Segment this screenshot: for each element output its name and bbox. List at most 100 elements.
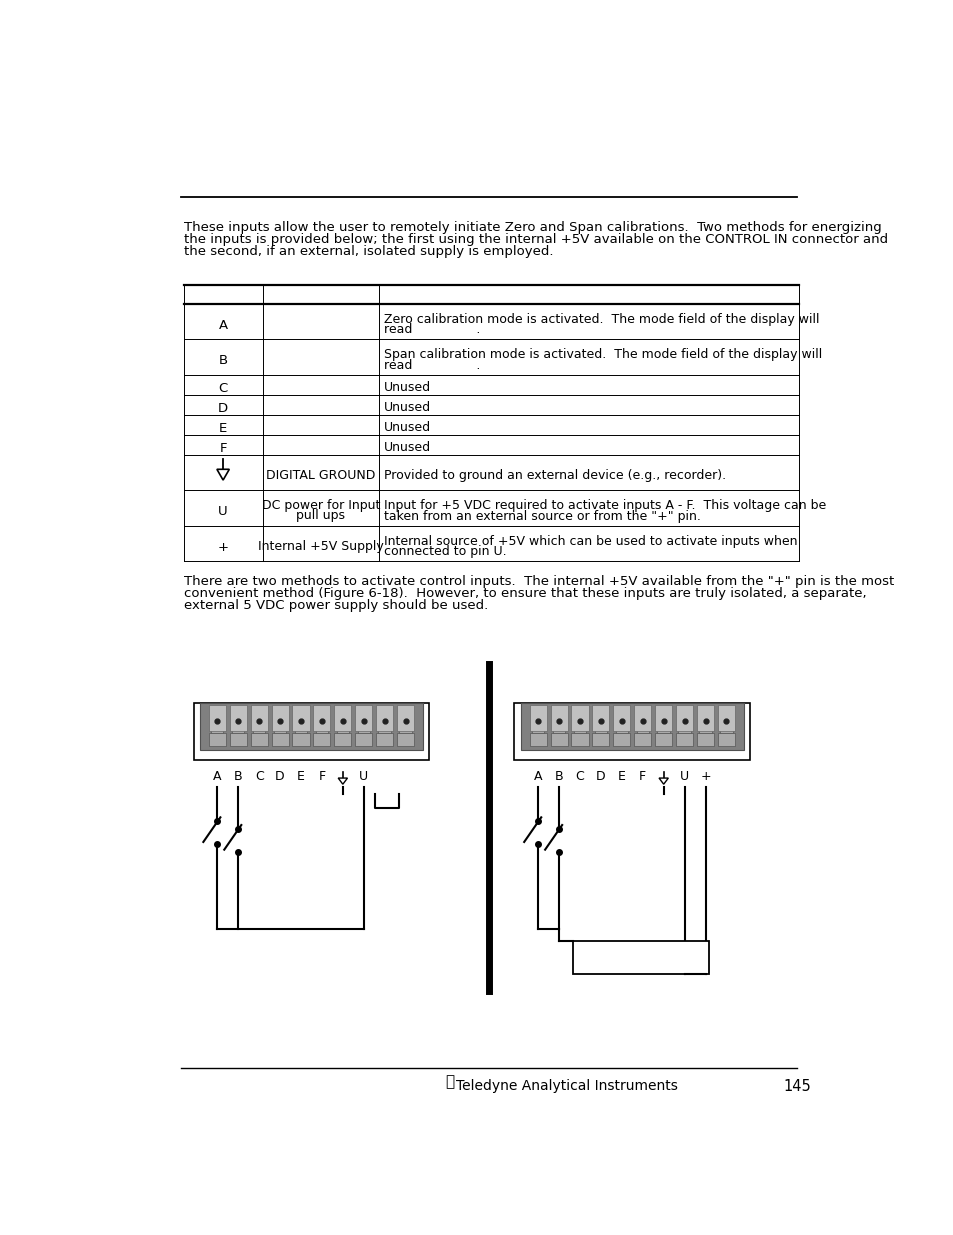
Bar bbox=[553, 727, 565, 732]
Bar bbox=[634, 705, 651, 731]
Bar bbox=[720, 727, 732, 732]
Text: D: D bbox=[275, 771, 285, 783]
Text: Unused: Unused bbox=[383, 382, 430, 394]
Text: E: E bbox=[296, 771, 305, 783]
Text: These inputs allow the user to remotely initiate Zero and Span calibrations.  Tw: These inputs allow the user to remotely … bbox=[183, 221, 881, 235]
Bar bbox=[697, 705, 713, 731]
Text: U: U bbox=[218, 505, 228, 519]
Text: Zero calibration mode is activated.  The mode field of the display will: Zero calibration mode is activated. The … bbox=[383, 312, 819, 326]
Bar bbox=[251, 732, 268, 746]
Text: read                .: read . bbox=[383, 324, 479, 336]
Text: Unused: Unused bbox=[383, 401, 430, 414]
Text: the second, if an external, isolated supply is employed.: the second, if an external, isolated sup… bbox=[183, 246, 553, 258]
Bar bbox=[520, 703, 743, 751]
Bar bbox=[199, 703, 422, 751]
Text: A: A bbox=[534, 771, 542, 783]
Bar bbox=[293, 732, 309, 746]
Bar bbox=[293, 705, 309, 731]
Bar bbox=[209, 705, 226, 731]
Bar bbox=[592, 705, 609, 731]
Text: pull ups: pull ups bbox=[296, 509, 345, 522]
Text: B: B bbox=[554, 771, 563, 783]
Bar bbox=[532, 727, 544, 732]
Text: 🌲: 🌲 bbox=[444, 1074, 454, 1089]
Polygon shape bbox=[216, 469, 229, 480]
Bar bbox=[251, 705, 268, 731]
Bar bbox=[399, 727, 412, 732]
Text: +: + bbox=[700, 771, 710, 783]
Text: Internal source of +5V which can be used to activate inputs when: Internal source of +5V which can be used… bbox=[383, 535, 796, 547]
Bar bbox=[313, 705, 330, 731]
Text: B: B bbox=[233, 771, 242, 783]
Bar bbox=[571, 705, 588, 731]
Text: Internal +5V Supply: Internal +5V Supply bbox=[257, 540, 383, 553]
Text: D: D bbox=[596, 771, 605, 783]
Text: DIGITAL GROUND: DIGITAL GROUND bbox=[266, 469, 375, 482]
Bar bbox=[334, 705, 351, 731]
Text: Unused: Unused bbox=[383, 421, 430, 435]
Bar bbox=[272, 705, 289, 731]
Text: the inputs is provided below; the first using the internal +5V available on the : the inputs is provided below; the first … bbox=[183, 233, 887, 246]
Bar bbox=[699, 727, 711, 732]
Bar bbox=[211, 727, 223, 732]
Bar bbox=[592, 732, 609, 746]
Polygon shape bbox=[337, 778, 347, 784]
Bar bbox=[378, 727, 391, 732]
Bar bbox=[230, 732, 247, 746]
Text: F: F bbox=[219, 442, 227, 454]
Text: A: A bbox=[218, 319, 228, 332]
Bar bbox=[336, 727, 349, 732]
Bar bbox=[334, 732, 351, 746]
Bar bbox=[573, 941, 709, 973]
Text: connected to pin U.: connected to pin U. bbox=[383, 545, 506, 558]
Bar bbox=[655, 705, 672, 731]
Text: C: C bbox=[218, 382, 228, 395]
Bar bbox=[274, 727, 286, 732]
Text: DC power for Input: DC power for Input bbox=[261, 499, 379, 513]
Bar bbox=[529, 732, 546, 746]
Bar bbox=[355, 732, 372, 746]
Text: Teledyne Analytical Instruments: Teledyne Analytical Instruments bbox=[456, 1079, 678, 1093]
Text: A: A bbox=[213, 771, 221, 783]
Bar bbox=[272, 732, 289, 746]
Bar bbox=[676, 732, 693, 746]
Bar bbox=[697, 732, 713, 746]
Bar bbox=[655, 732, 672, 746]
Bar bbox=[375, 732, 393, 746]
Text: E: E bbox=[618, 771, 625, 783]
Text: E: E bbox=[219, 422, 227, 435]
Text: C: C bbox=[254, 771, 263, 783]
Bar bbox=[573, 727, 585, 732]
Bar bbox=[232, 727, 244, 732]
Text: B: B bbox=[218, 354, 228, 367]
Bar bbox=[657, 727, 669, 732]
Bar bbox=[375, 705, 393, 731]
Bar bbox=[615, 727, 627, 732]
Bar bbox=[514, 703, 749, 760]
Bar bbox=[193, 703, 429, 760]
Bar bbox=[613, 732, 630, 746]
Bar bbox=[529, 705, 546, 731]
Text: 145: 145 bbox=[782, 1078, 810, 1093]
Bar bbox=[209, 732, 226, 746]
Text: U: U bbox=[679, 771, 688, 783]
Bar bbox=[678, 727, 690, 732]
Text: Provided to ground an external device (e.g., recorder).: Provided to ground an external device (e… bbox=[383, 469, 725, 482]
Text: +: + bbox=[217, 541, 229, 553]
Text: taken from an external source or from the "+" pin.: taken from an external source or from th… bbox=[383, 510, 700, 522]
Text: Unused: Unused bbox=[383, 441, 430, 454]
Bar bbox=[294, 727, 307, 732]
Bar bbox=[613, 705, 630, 731]
Polygon shape bbox=[659, 778, 668, 784]
Text: D: D bbox=[218, 401, 228, 415]
Bar bbox=[315, 727, 328, 732]
Bar bbox=[634, 732, 651, 746]
Bar bbox=[676, 705, 693, 731]
Bar bbox=[718, 732, 734, 746]
Bar bbox=[571, 732, 588, 746]
Text: convenient method (Figure 6-18).  However, to ensure that these inputs are truly: convenient method (Figure 6-18). However… bbox=[183, 587, 865, 600]
Text: Input for +5 VDC required to activate inputs A - F.  This voltage can be: Input for +5 VDC required to activate in… bbox=[383, 499, 825, 513]
Bar bbox=[550, 705, 567, 731]
Bar bbox=[355, 705, 372, 731]
Text: external 5 VDC power supply should be used.: external 5 VDC power supply should be us… bbox=[183, 599, 487, 611]
